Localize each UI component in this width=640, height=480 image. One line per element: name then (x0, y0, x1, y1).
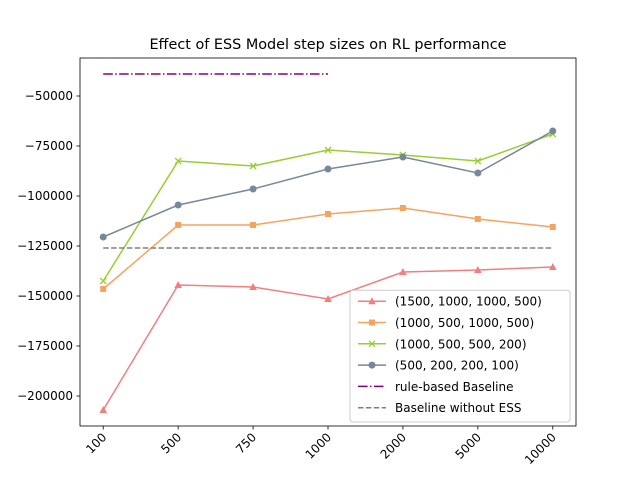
marker (100, 286, 107, 292)
marker (174, 201, 182, 209)
legend-label: (500, 200, 200, 100) (395, 359, 519, 373)
y-tick-label: −75000 (25, 139, 73, 153)
marker (548, 263, 557, 270)
legend-box (349, 289, 571, 423)
marker (99, 277, 107, 285)
marker (474, 169, 482, 177)
marker (324, 165, 332, 173)
marker (399, 205, 406, 211)
y-tick-label: −200000 (17, 389, 73, 403)
marker (325, 211, 331, 217)
marker (249, 162, 257, 170)
axes-frame (79, 57, 577, 427)
marker (175, 222, 182, 228)
legend-label: (1000, 500, 500, 200) (395, 337, 527, 351)
chart-title: Effect of ESS Model step sizes on RL per… (149, 37, 506, 53)
marker (368, 340, 376, 348)
y-tick-label: −150000 (17, 289, 73, 303)
marker (99, 406, 108, 413)
marker (174, 157, 182, 165)
legend-label: rule-based Baseline (395, 380, 514, 394)
y-tick-label: −50000 (25, 89, 73, 103)
marker (99, 233, 107, 241)
legend-label: (1500, 1000, 1000, 500) (395, 295, 542, 309)
marker (549, 127, 557, 135)
marker (399, 153, 407, 161)
marker (474, 157, 482, 165)
y-tick-label: −175000 (17, 339, 73, 353)
marker (549, 224, 556, 230)
marker (324, 146, 332, 154)
marker (474, 266, 482, 273)
marker (324, 295, 332, 302)
legend-label: (1000, 500, 1000, 500) (395, 316, 534, 330)
y-tick-label: −125000 (17, 239, 73, 253)
marker (368, 297, 376, 305)
marker (369, 319, 375, 326)
marker (368, 361, 376, 369)
legend-label: Baseline without ESS (395, 401, 521, 415)
marker (174, 281, 182, 288)
marker (250, 222, 257, 228)
y-tick-label: −100000 (17, 189, 73, 203)
marker (474, 216, 481, 222)
marker (249, 185, 257, 193)
marker (249, 283, 257, 290)
marker (399, 268, 407, 275)
